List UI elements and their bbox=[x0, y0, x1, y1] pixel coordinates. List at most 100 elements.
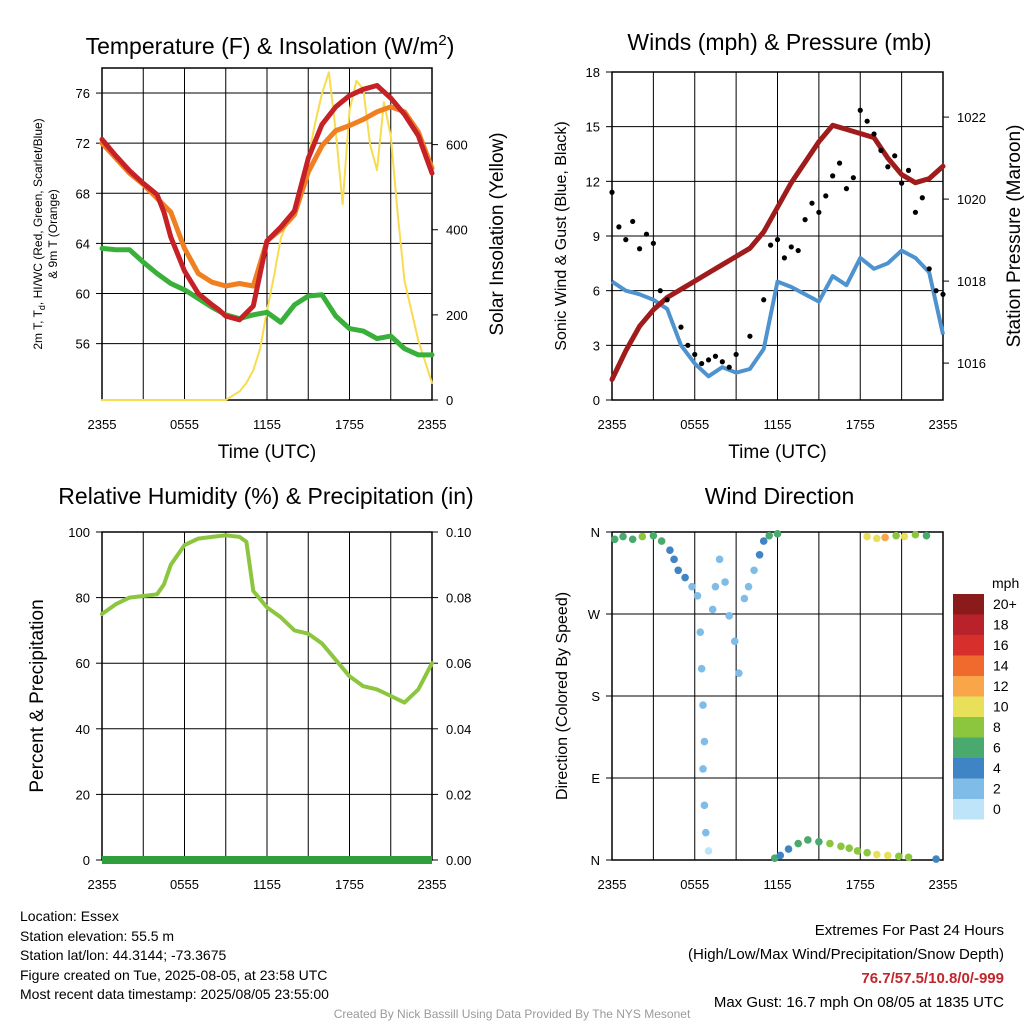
gust-point bbox=[699, 360, 705, 367]
gust-point bbox=[616, 224, 622, 230]
y2-tick-label: 0.04 bbox=[446, 722, 471, 737]
y2-tick-label: 0.02 bbox=[446, 787, 471, 802]
extremes-heading: Extremes For Past 24 Hours bbox=[814, 922, 1004, 939]
ylabel-left: Percent & Precipitation bbox=[27, 599, 48, 792]
gust-point bbox=[761, 297, 767, 303]
direction-point bbox=[670, 555, 678, 564]
direction-point bbox=[773, 530, 782, 538]
series-sonic-wind bbox=[610, 248, 945, 379]
recent-data-text: Most recent data timestamp: 2025/08/05 2… bbox=[20, 986, 329, 1002]
direction-point bbox=[666, 546, 674, 555]
gust-point bbox=[878, 147, 884, 153]
gust-point bbox=[912, 209, 919, 215]
y-tick-label: 0 bbox=[593, 393, 600, 408]
gust-point bbox=[733, 351, 739, 358]
direction-point bbox=[701, 828, 710, 837]
direction-point bbox=[804, 836, 812, 844]
x-tick-label: 2355 bbox=[418, 877, 447, 892]
direction-point bbox=[725, 612, 734, 620]
x-tick-label: 1155 bbox=[253, 877, 281, 892]
direction-point bbox=[715, 555, 724, 564]
gust-point bbox=[899, 180, 905, 186]
direction-point bbox=[776, 851, 785, 860]
gust-point bbox=[636, 246, 643, 252]
station-info: Location: Essex Station elevation: 55.5 … bbox=[20, 907, 329, 1005]
y2-tick-label: 0.10 bbox=[446, 525, 471, 540]
gust-point bbox=[871, 131, 877, 137]
legend-swatch bbox=[953, 778, 984, 799]
gust-point bbox=[864, 118, 870, 124]
direction-point bbox=[699, 765, 707, 773]
panel-title: Winds (mph) & Pressure (mb) bbox=[627, 29, 931, 55]
gust-point bbox=[657, 288, 663, 294]
ylabel-left: Direction (Colored By Speed) bbox=[554, 592, 571, 800]
direction-point bbox=[740, 594, 749, 603]
x-tick-label: 0555 bbox=[680, 417, 709, 432]
ylabel-right-text: Station Pressure (Maroon) bbox=[1004, 125, 1024, 348]
x-tick-label: 1155 bbox=[253, 417, 281, 432]
x-tick-label: 2355 bbox=[598, 877, 627, 892]
ylabel-right-text: Solar Insolation (Yellow) bbox=[487, 132, 508, 335]
y2-tick-label: 400 bbox=[446, 223, 468, 238]
direction-point bbox=[884, 851, 892, 860]
gust-point bbox=[630, 218, 636, 225]
direction-point bbox=[638, 532, 647, 541]
gust-point bbox=[905, 167, 912, 173]
y-tick-label: 3 bbox=[593, 338, 600, 353]
direction-point bbox=[765, 531, 774, 540]
direction-point bbox=[784, 845, 793, 853]
direction-point bbox=[895, 852, 903, 861]
y-tick-label: 64 bbox=[76, 236, 90, 251]
direction-point bbox=[826, 839, 834, 848]
direction-point bbox=[922, 531, 931, 540]
panel-title: Temperature (F) & Insolation (W/m2) bbox=[86, 32, 455, 59]
gust-point bbox=[685, 342, 691, 348]
y-tick-label: 100 bbox=[68, 525, 90, 540]
direction-point bbox=[863, 532, 871, 541]
y2-tick-label: 1016 bbox=[957, 356, 986, 371]
legend-label: 12 bbox=[993, 678, 1009, 694]
x-tick-label: 2355 bbox=[88, 877, 117, 892]
x-tick-label: 1755 bbox=[846, 417, 875, 432]
location-text: Location: Essex bbox=[20, 908, 119, 924]
direction-point bbox=[759, 537, 768, 545]
max-gust-text: Max Gust: 16.7 mph On 08/05 at 1835 UTC bbox=[713, 994, 1004, 1011]
direction-point bbox=[696, 628, 705, 637]
gust-point bbox=[802, 217, 808, 223]
gust-point bbox=[823, 193, 829, 199]
gust-point bbox=[726, 364, 732, 370]
direction-point bbox=[711, 582, 720, 591]
elevation-text: Station elevation: 55.5 m bbox=[20, 927, 175, 944]
panel-direction: 2355 0555 1155 1755 2355 N W S E N Wind Direction D… bbox=[554, 483, 1019, 892]
gust-point bbox=[850, 175, 856, 181]
direction-point bbox=[845, 844, 854, 852]
direction-point bbox=[837, 842, 845, 851]
y-tick-label: 72 bbox=[76, 136, 90, 151]
direction-point bbox=[704, 847, 713, 855]
y2-tick-label: 0 bbox=[446, 393, 453, 408]
legend-swatch bbox=[953, 737, 984, 758]
direction-point bbox=[794, 839, 802, 848]
direction-point bbox=[697, 664, 706, 673]
ylabel-line2: & 9m T (Orange) bbox=[46, 189, 60, 279]
y2-tick-label: 0.00 bbox=[446, 853, 471, 868]
series-2m-td bbox=[99, 245, 435, 358]
latlon-text: Station lat/lon: 44.3144; -73.3675 bbox=[20, 947, 227, 963]
x-tick-label: 0555 bbox=[170, 417, 199, 432]
credit-text: Created By Nick Bassill Using Data Provi… bbox=[333, 1007, 691, 1021]
x-tick-label: 2355 bbox=[418, 417, 447, 432]
gust-point bbox=[809, 200, 815, 206]
x-tick-label: 1155 bbox=[764, 417, 792, 432]
direction-point bbox=[610, 535, 619, 544]
direction-point bbox=[700, 801, 709, 810]
x-tick-label: 2355 bbox=[88, 417, 117, 432]
plot-frame bbox=[101, 67, 433, 401]
y2-tick-label: 600 bbox=[446, 138, 468, 153]
legend-swatch bbox=[953, 655, 984, 676]
y2-tick-label: 200 bbox=[446, 308, 468, 323]
legend-label: 20+ bbox=[993, 596, 1017, 612]
direction-point bbox=[911, 530, 920, 539]
x-tick-label: 0555 bbox=[170, 877, 199, 892]
direction-point bbox=[881, 533, 889, 542]
